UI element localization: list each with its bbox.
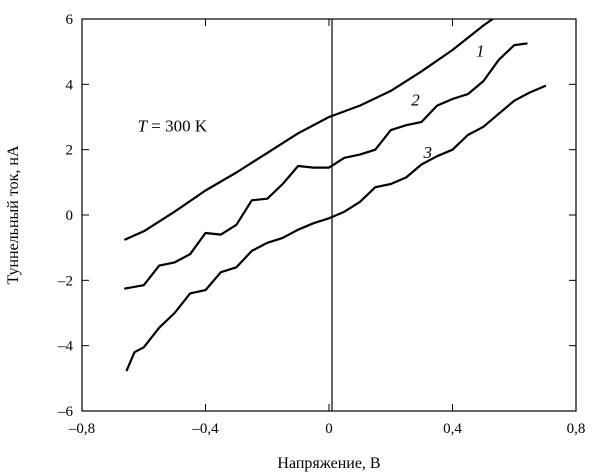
y-tick-label: –6 [57, 404, 74, 420]
x-axis-title: Напряжение, В [277, 455, 380, 472]
y-tick-label: –4 [57, 339, 74, 355]
curve-label-3: 3 [423, 143, 433, 162]
axis-tick-labels: –0,8 –0,4 0 0,4 0,8 –6 –4 –2 0 2 4 6 [57, 12, 585, 437]
curves [125, 19, 545, 370]
temperature-annotation: T = 300 K [138, 117, 208, 136]
x-tick-label: 0 [325, 421, 333, 437]
y-tick-label: 4 [66, 77, 74, 93]
plot-frame [82, 19, 576, 411]
y-tick-label: –2 [57, 273, 73, 289]
curve-label-1: 1 [476, 42, 485, 61]
curve-label-2: 2 [411, 91, 420, 110]
y-axis-title: Туннельный ток, нА [5, 145, 22, 284]
axis-ticks [82, 19, 576, 411]
temperature-value: = 300 K [147, 117, 208, 136]
x-tick-label: –0,8 [68, 421, 95, 437]
x-tick-label: 0,8 [567, 421, 586, 437]
x-tick-label: –0,4 [191, 421, 219, 437]
y-tick-label: 2 [66, 143, 74, 159]
y-tick-label: 0 [66, 208, 74, 224]
x-tick-label: 0,4 [443, 421, 462, 437]
curve-2 [125, 44, 526, 289]
y-tick-label: 6 [66, 12, 74, 28]
